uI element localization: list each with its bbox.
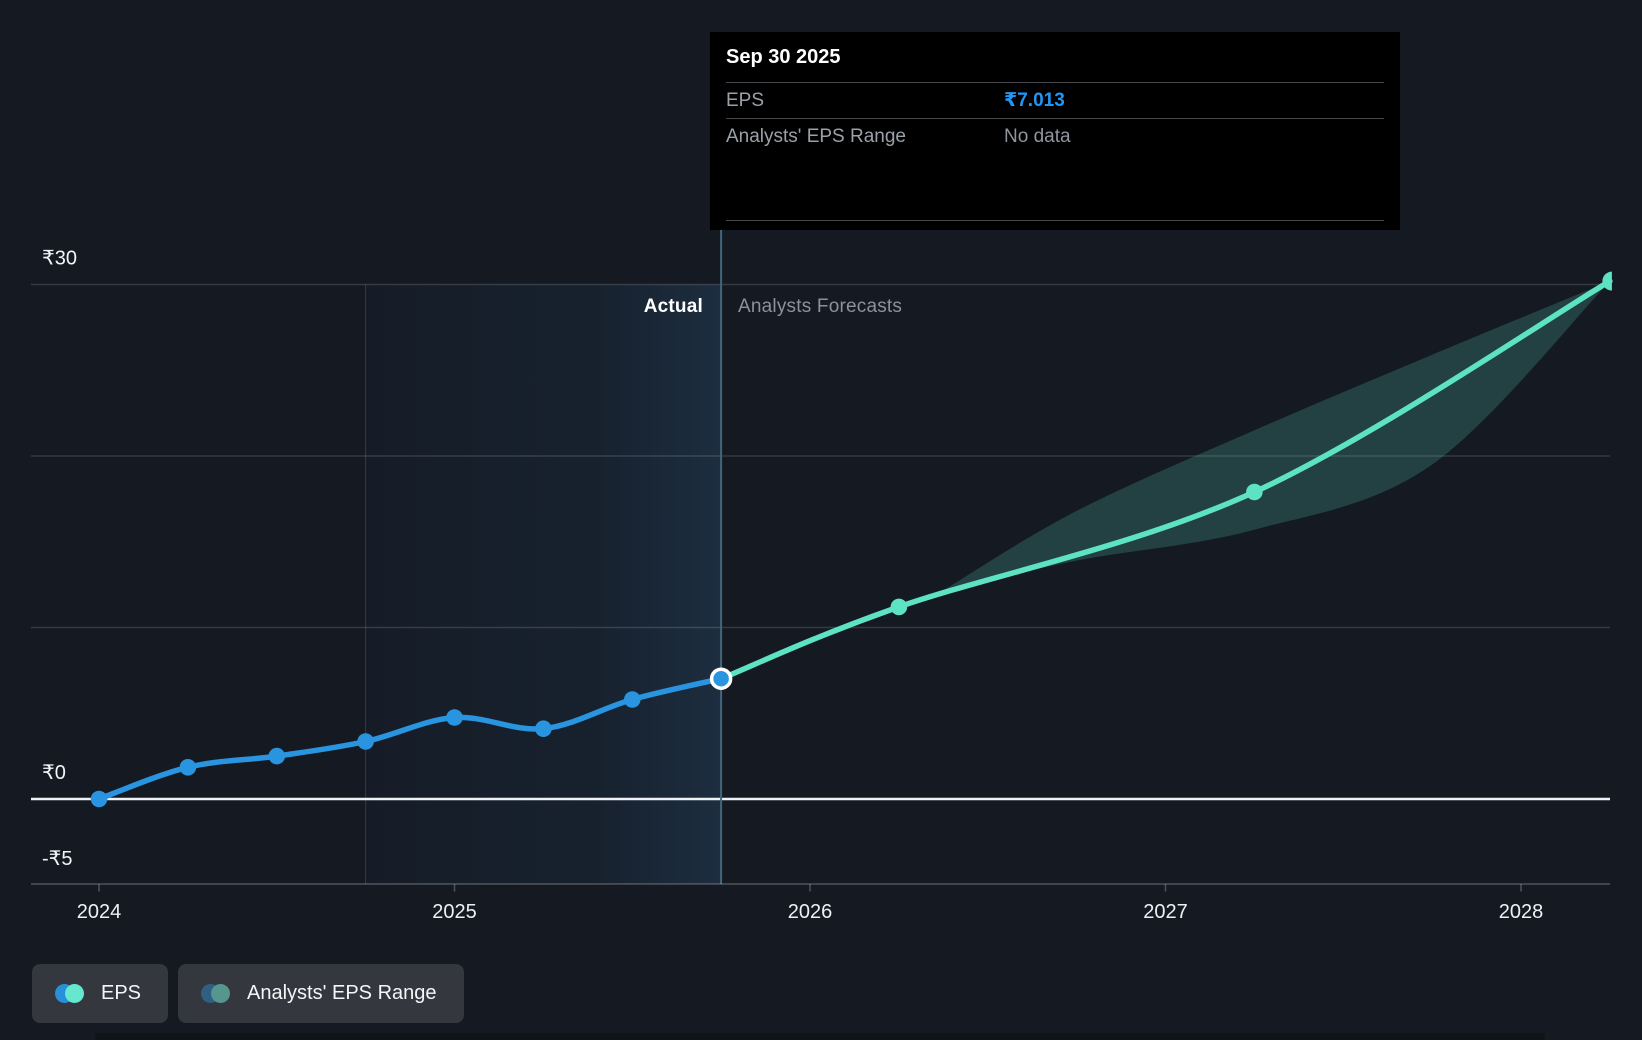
past-year-highlight-band [365,284,722,884]
tooltip-eps-value: ₹7.013 [1004,90,1065,111]
actual-eps-point [268,747,286,765]
tooltip-eps-row: EPS ₹7.013 [726,82,1384,118]
y-axis-label: ₹0 [42,762,66,784]
tooltip-bottom-divider [726,220,1384,232]
tooltip-date: Sep 30 2025 [726,45,841,68]
x-axis-label: 2028 [1499,901,1544,923]
chart-tooltip: Sep 30 2025 EPS ₹7.013 Analysts' EPS Ran… [710,32,1400,230]
legend-item-eps[interactable]: EPS [32,964,169,1023]
forecast-point [890,598,908,616]
x-axis-label: 2026 [788,901,833,923]
chart-legend: EPS Analysts' EPS Range [32,964,464,1023]
forecasts-phase-label: Analysts Forecasts [738,296,903,317]
x-axis-label: 2025 [432,901,477,923]
actual-eps-point [446,709,463,726]
actual-phase-label: Actual [643,296,703,317]
tooltip-eps-label: EPS [726,89,765,111]
tooltip-footer-space [726,154,1384,220]
eps-forecast-line [718,278,1613,682]
actual-eps-point [90,790,108,808]
tooltip-range-row: Analysts' EPS Range No data [726,118,1384,154]
range-series-dots-icon [201,984,231,1003]
tooltip-range-label: Analysts' EPS Range [726,125,906,147]
tooltip-range-value: No data [1004,125,1071,147]
y-axis-label: -₹5 [42,848,73,870]
legend-item-analysts-eps-range[interactable]: Analysts' EPS Range [178,964,464,1023]
x-axis-label: 2027 [1143,901,1188,923]
actual-eps-point [179,759,197,776]
forecast-end-marker [1602,271,1612,291]
current-eps-point [709,667,733,690]
actual-eps-point [624,691,641,708]
actual-eps-point [535,720,552,737]
legend-range-label: Analysts' EPS Range [247,982,437,1004]
forecast-point [1246,483,1263,501]
x-axis-label: 2024 [77,901,122,923]
actual-eps-point [357,733,374,750]
analysts-eps-range-band [941,281,1610,592]
y-axis-label: ₹30 [42,248,77,270]
legend-eps-label: EPS [101,982,142,1004]
partial-element-below-chart [95,1033,1545,1040]
eps-actual-line [96,675,724,802]
eps-series-dots-icon [55,984,84,1003]
